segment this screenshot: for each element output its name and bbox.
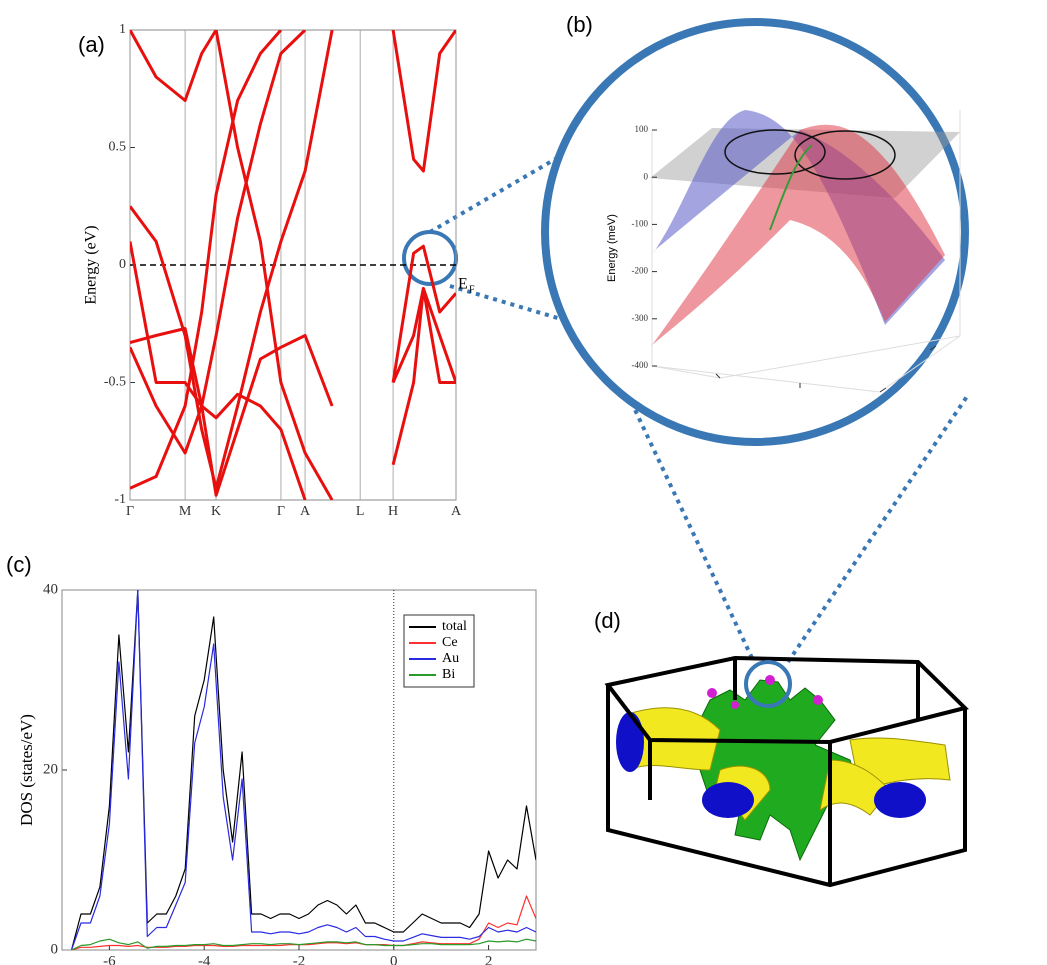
series-line xyxy=(130,30,283,490)
panel-label: (a) xyxy=(78,32,105,57)
series-line xyxy=(130,30,307,455)
x-tick-label: A xyxy=(300,504,311,519)
series-line xyxy=(70,590,536,950)
series-line xyxy=(130,30,334,500)
y-tick-label: -400 xyxy=(632,360,649,370)
x-tick-label: M xyxy=(179,504,192,519)
series-line xyxy=(130,241,456,500)
zoom-circle xyxy=(744,660,792,708)
y-tick-label: 0 xyxy=(119,257,126,272)
series-line xyxy=(71,895,536,950)
panel-label: (d) xyxy=(594,608,621,633)
x-tick-label: -4 xyxy=(198,953,211,965)
annotation: E xyxy=(458,276,468,293)
y-tick-label: -200 xyxy=(632,266,649,276)
legend-label: Ce xyxy=(442,635,458,650)
x-tick-label: 2 xyxy=(485,953,493,965)
x-tick-label: A xyxy=(451,504,462,519)
x-tick-label: K xyxy=(211,504,221,519)
panel-label: (b) xyxy=(566,12,593,37)
y-tick-label: -0.5 xyxy=(104,375,126,390)
y-axis-label: Energy (meV) xyxy=(606,214,618,282)
legend-label: Au xyxy=(442,651,459,666)
y-tick-label: 40 xyxy=(43,581,58,597)
x-tick-label: L xyxy=(356,504,365,519)
legend-label: total xyxy=(442,619,467,634)
y-tick-label: -300 xyxy=(632,313,649,323)
y-tick-label: 20 xyxy=(43,761,58,777)
series-line xyxy=(70,590,536,950)
y-axis-label: DOS (states/eV) xyxy=(17,714,36,826)
series-line xyxy=(130,244,456,497)
y-tick-label: 100 xyxy=(635,124,649,134)
x-tick-label: Γ xyxy=(277,504,285,519)
annotation-subscript: F xyxy=(469,284,475,295)
surface-plot xyxy=(650,110,961,393)
y-tick-label: 1 xyxy=(119,22,126,37)
x-tick-label: H xyxy=(388,504,398,519)
y-tick-label: 0 xyxy=(644,171,649,181)
x-tick-label: Γ xyxy=(126,504,134,519)
y-tick-label: -100 xyxy=(632,218,649,228)
x-tick-label: -6 xyxy=(103,953,116,965)
fermi-surface xyxy=(604,655,969,888)
series-line xyxy=(391,30,456,173)
panel-label: (c) xyxy=(6,552,32,577)
legend-label: Bi xyxy=(442,667,455,682)
y-tick-label: 0.5 xyxy=(109,140,127,155)
y-tick-label: 0 xyxy=(51,941,59,957)
y-tick-label: -1 xyxy=(114,492,126,507)
series-line xyxy=(71,938,536,950)
series-group xyxy=(70,590,536,950)
y-axis-label: Energy (eV) xyxy=(83,225,100,304)
x-tick-label: -2 xyxy=(293,953,306,965)
series-group xyxy=(130,30,456,500)
x-tick-label: 0 xyxy=(390,953,398,965)
